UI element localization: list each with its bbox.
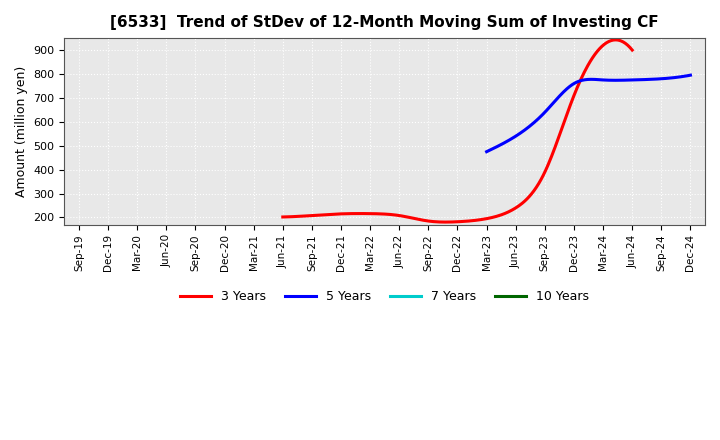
Title: [6533]  Trend of StDev of 12-Month Moving Sum of Investing CF: [6533] Trend of StDev of 12-Month Moving…: [110, 15, 659, 30]
Y-axis label: Amount (million yen): Amount (million yen): [15, 66, 28, 197]
Legend: 3 Years, 5 Years, 7 Years, 10 Years: 3 Years, 5 Years, 7 Years, 10 Years: [175, 285, 595, 308]
